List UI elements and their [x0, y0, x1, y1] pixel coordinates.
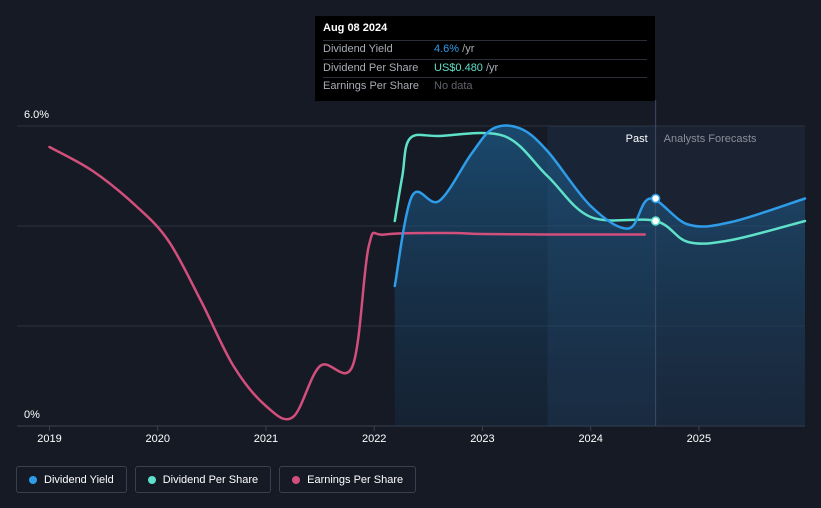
highlight-point	[650, 216, 661, 226]
tooltip-unit: /yr	[482, 61, 499, 74]
tooltip-value: 4.6%	[434, 43, 460, 55]
y-tick-label: 0%	[24, 409, 40, 421]
tooltip-label: Dividend Per Share	[323, 61, 419, 74]
chart-tooltip: Aug 08 2024 Dividend Yield 4.6% /yr Divi…	[315, 16, 655, 101]
legend-dot-icon	[29, 475, 37, 484]
legend-dividend-yield[interactable]: Dividend Yield	[16, 466, 127, 493]
y-tick-label: 6.0%	[24, 109, 49, 121]
x-tick-label: 2021	[254, 433, 278, 445]
x-tick-label: 2022	[362, 433, 386, 445]
tooltip-row-earnings-per-share: Earnings Per Share No data	[323, 77, 647, 96]
dividend-per-share-line	[393, 131, 807, 245]
legend-earnings-per-share[interactable]: Earnings Per Share	[279, 466, 417, 493]
tooltip-value: US$0.480	[434, 61, 483, 74]
tooltip-row-dividend-per-share: Dividend Per Share US$0.480 /yr	[323, 58, 647, 78]
legend-label: Dividend Yield	[44, 473, 114, 486]
x-tick-label: 2024	[578, 433, 602, 445]
legend-dividend-per-share[interactable]: Dividend Per Share	[134, 466, 272, 493]
dividend-yield-area	[394, 125, 805, 426]
tooltip-value: No data	[434, 80, 473, 92]
tooltip-row-dividend-yield: Dividend Yield 4.6% /yr	[323, 40, 647, 59]
legend-label: Dividend Per Share	[162, 473, 259, 486]
legend-label: Earnings Per Share	[307, 473, 404, 486]
x-tick-label: 2023	[470, 433, 494, 445]
dividend-yield-line	[393, 124, 807, 288]
past-label: Past	[626, 133, 648, 145]
x-tick-label: 2020	[145, 433, 169, 445]
legend-dot-icon	[147, 475, 156, 484]
x-tick-label: 2025	[687, 433, 711, 445]
tooltip-date: Aug 08 2024	[323, 22, 388, 34]
tooltip-label: Earnings Per Share	[323, 80, 419, 92]
x-tick-label: 2019	[37, 433, 61, 445]
tooltip-unit: /yr	[459, 43, 475, 55]
forecast-label: Analysts Forecasts	[664, 133, 757, 145]
highlight-point	[650, 193, 661, 204]
earnings-per-share-line	[48, 145, 647, 421]
legend-dot-icon	[292, 475, 301, 484]
chart-legend: Dividend Yield Dividend Per Share Earnin…	[16, 466, 417, 493]
tooltip-label: Dividend Yield	[323, 43, 393, 55]
